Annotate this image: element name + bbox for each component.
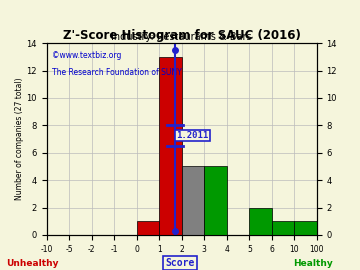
Text: Score: Score xyxy=(165,258,195,268)
Bar xyxy=(272,221,294,235)
Bar xyxy=(182,166,204,235)
Text: Healthy: Healthy xyxy=(293,259,333,268)
Text: ©www.textbiz.org: ©www.textbiz.org xyxy=(52,51,122,60)
Text: 1.2011: 1.2011 xyxy=(176,131,208,140)
Bar xyxy=(204,166,227,235)
Title: Z'-Score Histogram for SAUC (2016): Z'-Score Histogram for SAUC (2016) xyxy=(63,29,301,42)
Bar xyxy=(137,221,159,235)
Text: Unhealthy: Unhealthy xyxy=(6,259,59,268)
Bar xyxy=(249,208,272,235)
Y-axis label: Number of companies (27 total): Number of companies (27 total) xyxy=(15,78,24,200)
Text: The Research Foundation of SUNY: The Research Foundation of SUNY xyxy=(52,68,182,77)
Bar xyxy=(294,221,317,235)
Text: Industry: Restaurants & Bars: Industry: Restaurants & Bars xyxy=(112,32,252,42)
Bar xyxy=(159,57,182,235)
